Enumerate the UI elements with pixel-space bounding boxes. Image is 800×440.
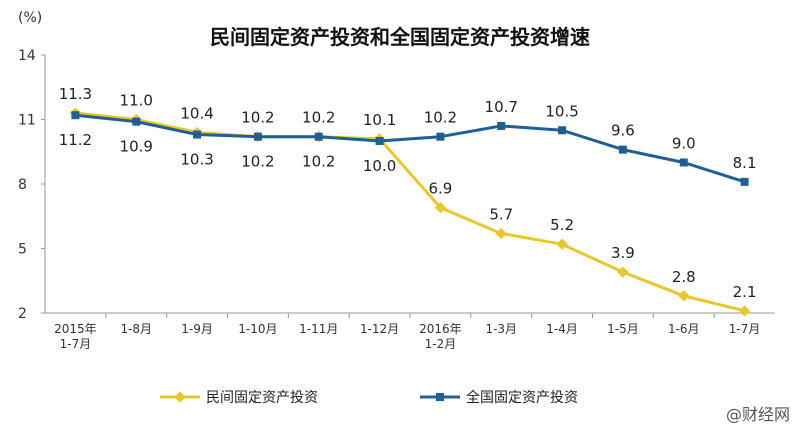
chart-title: 民间固定资产投资和全国固定资产投资增速	[210, 25, 590, 49]
x-tick-label: 1-11月	[299, 322, 338, 336]
series-2-point	[436, 132, 445, 141]
legend-label: 民间固定资产投资	[206, 390, 318, 406]
series-1-data-label: 3.9	[611, 244, 635, 262]
series-2-data-label: 10.3	[180, 151, 213, 169]
legend-label: 全国固定资产投资	[466, 389, 578, 406]
series-2-data-label: 10.9	[120, 138, 153, 156]
legend-marker-1	[174, 391, 186, 403]
x-tick-label: 1-6月	[668, 322, 700, 336]
series-1-data-label: 10.1	[363, 111, 396, 129]
series-2-point	[71, 111, 80, 120]
axes: 14 11 8 5 2 2015年 1-7月 1-8月 1-9月 1-10月 1-11月 1-12月 2…	[18, 48, 775, 351]
series-2-data-label: 10.2	[424, 109, 457, 127]
series-2-point	[679, 158, 688, 167]
series-1-data-label: 11.0	[120, 92, 153, 110]
series-1-point	[617, 266, 629, 278]
legend: 民间固定资产投资 全国固定资产投资	[160, 389, 578, 406]
series-2-point	[375, 137, 384, 145]
series-2-data-label: 10.2	[302, 153, 335, 171]
series-2-point	[497, 121, 506, 130]
series-1-data-label: 2.1	[733, 283, 757, 301]
series-2-data-label: 9.6	[611, 122, 635, 140]
x-tick-label: 1-10月	[238, 322, 277, 336]
x-tick-label: 1-12月	[360, 322, 399, 336]
y-tick-label: 11	[18, 113, 36, 129]
y-axis-unit-label: (%)	[18, 10, 42, 26]
series-2-point	[253, 132, 262, 141]
y-tick-label: 14	[18, 48, 36, 64]
series-2-point	[314, 132, 323, 141]
series-layer	[69, 107, 751, 317]
series-2-point	[132, 117, 141, 126]
series-2-point	[193, 130, 202, 139]
x-tick-label: 1-4月	[546, 322, 578, 336]
x-tick-label: 1-7月	[729, 322, 761, 336]
series-1-data-label: 10.2	[241, 109, 274, 127]
series-1-point	[556, 238, 568, 250]
series-1-data-label: 6.9	[428, 180, 452, 198]
series-2-data-label: 8.1	[733, 154, 757, 172]
x-tick-label: 2016年 1-2月	[419, 322, 462, 351]
series-2-data-label: 10.2	[241, 153, 274, 171]
x-tick-label: 1-9月	[181, 322, 213, 336]
series-line-2	[75, 113, 746, 184]
x-tick-label: 2015年 1-7月	[54, 322, 97, 351]
legend-marker-2	[436, 393, 444, 401]
watermark-text: @财经网	[726, 405, 790, 424]
x-tick-label: 1-3月	[485, 322, 517, 336]
series-2-point	[558, 126, 567, 135]
series-1-point	[434, 201, 447, 214]
series-1-point	[495, 227, 507, 240]
series-2-point	[618, 145, 627, 154]
y-tick-label: 5	[18, 242, 27, 258]
series-1-data-label: 10.4	[180, 104, 213, 122]
series-2-data-label: 10.5	[545, 102, 578, 120]
x-tick-label: 1-5月	[607, 322, 639, 336]
series-2-data-label: 10.7	[485, 98, 518, 116]
series-2-data-label: 11.2	[59, 131, 92, 149]
y-tick-label: 2	[18, 306, 27, 322]
series-1-data-label: 5.7	[489, 205, 513, 223]
series-2-point	[740, 177, 749, 186]
series-1-point	[678, 290, 690, 302]
y-tick-label: 8	[18, 177, 27, 193]
series-line-1	[75, 111, 745, 313]
x-tick-label: 1-8月	[120, 322, 152, 336]
series-2-data-label: 9.0	[672, 135, 696, 153]
series-1-point	[738, 305, 751, 317]
series-2-data-label: 10.0	[363, 157, 396, 175]
data-label-layer: 11.3 11.0 10.4 10.2 10.2 10.1 6.9 5.7 5.2 3.9 2.8 2…	[59, 85, 757, 301]
series-1-data-label: 2.8	[672, 268, 696, 286]
series-1-data-label: 11.3	[59, 85, 92, 103]
series-1-data-label: 5.2	[550, 216, 574, 234]
series-1-data-label: 10.2	[302, 109, 335, 127]
